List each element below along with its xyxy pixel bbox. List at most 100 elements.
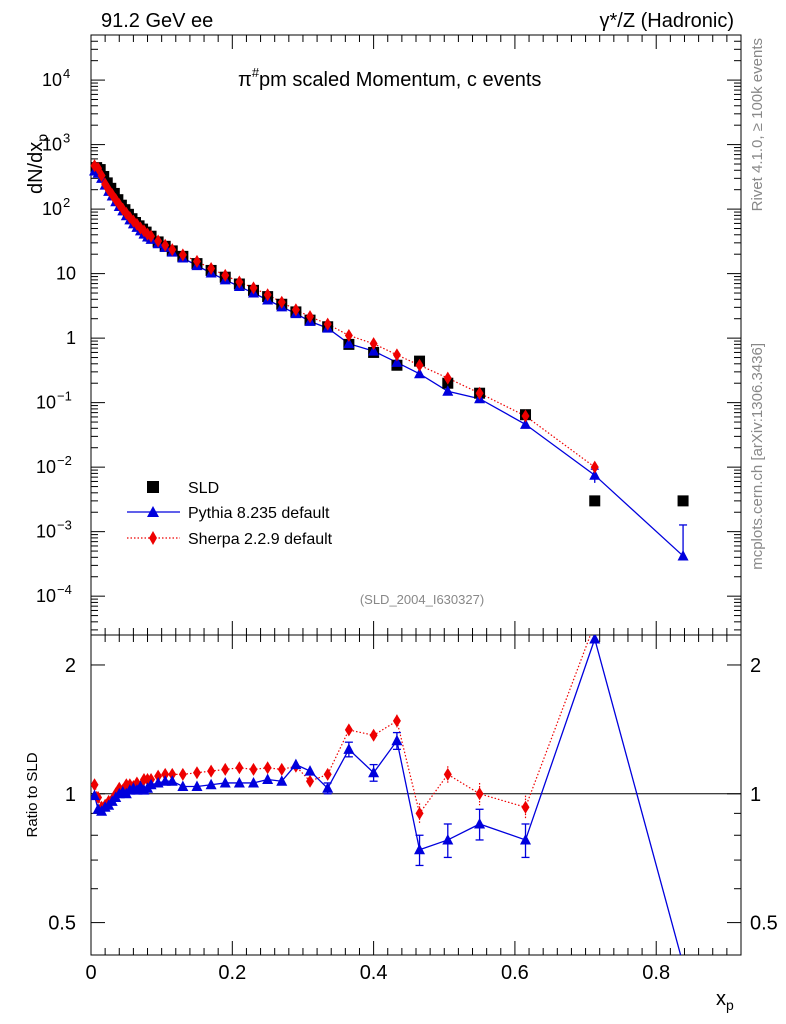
ratio-axis-ticks <box>90 635 741 955</box>
mcplots-text: mcplots.cern.ch [arXiv:1306.3436] <box>749 343 766 570</box>
ratio-sherpa-point <box>443 767 452 781</box>
ratio-clip-group <box>91 635 689 969</box>
chart-title: π#pm scaled Momentum, c events <box>238 65 541 91</box>
header-right: γ*/Z (Hadronic) <box>600 10 734 32</box>
sherpa-point <box>521 409 530 423</box>
ratio-pythia-point <box>166 775 178 786</box>
ratio-pythia-point <box>678 958 689 969</box>
pythia-point <box>414 367 426 379</box>
ratio-sherpa-point <box>521 800 530 814</box>
sherpa-point <box>147 229 156 243</box>
y-tick-exponent: 3 <box>63 131 70 146</box>
ratio-sherpa-point <box>178 767 187 781</box>
ratio-sherpa-point <box>192 766 201 780</box>
ratio-sherpa-point <box>235 761 244 775</box>
ratio-y-tick-label-right: 2 <box>750 655 761 677</box>
y-tick-exponent: 2 <box>63 195 70 210</box>
y-tick-exponent: −3 <box>57 518 72 533</box>
sherpa-point <box>221 268 230 282</box>
sld-point <box>589 495 601 507</box>
ratio-pythia-point <box>159 775 171 786</box>
legend-sld-marker <box>147 481 159 493</box>
sherpa-point <box>415 358 424 372</box>
ratio-series-layer <box>91 635 689 969</box>
ratio-sherpa-point <box>306 774 315 788</box>
ratio-sherpa-point <box>221 762 230 776</box>
legend-pythia-marker <box>147 506 159 517</box>
ratio-y-axis-label: Ratio to SLD <box>24 752 41 837</box>
sherpa-point <box>161 238 170 252</box>
ratio-y-tick-label-left: 0.5 <box>48 913 76 935</box>
sherpa-point <box>154 234 163 248</box>
y-tick-label: 10 <box>42 135 62 155</box>
sherpa-point <box>291 303 300 317</box>
y-tick-exponent: −1 <box>57 389 72 404</box>
x-tick-label: 0.2 <box>218 962 246 984</box>
ratio-pythia-point <box>520 833 532 845</box>
ratio-pythia-point <box>91 789 101 801</box>
pythia-point <box>391 356 403 367</box>
header-left: 91.2 GeV ee <box>101 10 213 32</box>
ratio-y-tick-label-right: 0.5 <box>750 913 778 935</box>
ratio-pythia-point <box>276 775 288 786</box>
ratio-sherpa-point <box>392 714 401 728</box>
y-tick-label: 10 <box>42 199 62 219</box>
y-tick-exponent: −2 <box>57 453 72 468</box>
ratio-pythia-point <box>262 773 274 784</box>
y-tick-exponent: −4 <box>57 582 72 597</box>
sherpa-point <box>94 161 103 175</box>
ratio-y-tick-label-left: 2 <box>65 655 76 677</box>
ratio-pythia-point <box>290 758 302 770</box>
x-axis-label: xp <box>716 988 734 1013</box>
ratio-sherpa-point <box>277 762 286 776</box>
sherpa-point <box>392 348 401 362</box>
sherpa-point <box>207 262 216 276</box>
x-tick-label: 0.8 <box>642 962 670 984</box>
ratio-pythia-point <box>368 766 380 778</box>
sherpa-point <box>97 169 106 183</box>
ratio-sherpa-point <box>161 767 170 781</box>
sherpa-point <box>323 317 332 331</box>
ratio-pythia-point <box>442 833 454 845</box>
ratio-sherpa-point <box>415 806 424 820</box>
legend: SLD Pythia 8.235 default Sherpa 2.2.9 de… <box>127 480 333 548</box>
sherpa-point <box>277 295 286 309</box>
y-tick-label: 10 <box>56 264 76 284</box>
pythia-point <box>520 418 532 429</box>
ratio-pythia-point <box>248 776 259 788</box>
pythia-point <box>442 385 454 396</box>
y-tick-exponent: 4 <box>63 66 70 81</box>
ratio-sherpa-point <box>207 764 216 778</box>
legend-sherpa-marker <box>149 531 157 545</box>
ratio-pythia-point <box>205 778 217 790</box>
ratio-pythia-point <box>589 635 601 644</box>
main-series-layer <box>89 159 689 561</box>
sherpa-point <box>475 386 484 400</box>
ratio-pythia-point <box>177 780 189 791</box>
ratio-sherpa-point <box>154 769 163 783</box>
ratio-pythia-line <box>93 636 682 955</box>
ratio-y-tick-label-left: 1 <box>65 784 76 806</box>
y-tick-label: 10 <box>42 70 62 90</box>
main-y-axis-label: dN/dxp <box>25 134 50 194</box>
ratio-pythia-point <box>343 743 355 754</box>
sherpa-point <box>178 248 187 262</box>
sherpa-point <box>590 460 599 474</box>
sld-point <box>677 495 689 507</box>
ratio-y-tick-labels: 0.5 0.5 1 1 2 2 <box>48 655 778 935</box>
ratio-pythia-point <box>191 780 203 791</box>
ratio-pythia-point <box>474 817 486 829</box>
y-tick-label: 10 <box>36 586 56 606</box>
ratio-pythia-point <box>414 843 426 855</box>
sherpa-point <box>443 371 452 385</box>
ratio-sherpa-point <box>168 767 177 781</box>
ratio-panel-frame <box>90 634 742 956</box>
sherpa-point <box>369 337 378 351</box>
ratio-pythia-point <box>304 765 316 776</box>
ratio-sherpa-point <box>249 762 258 776</box>
y-tick-label: 10 <box>36 522 56 542</box>
analysis-tag: (SLD_2004_I630327) <box>360 592 484 607</box>
legend-pythia-label: Pythia 8.235 default <box>188 505 330 522</box>
